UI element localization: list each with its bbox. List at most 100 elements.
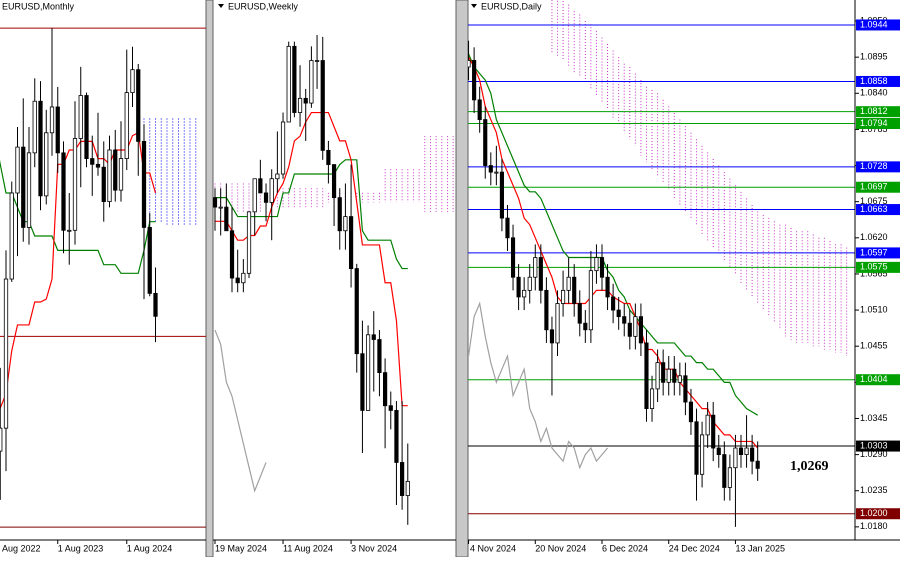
candle-body	[655, 362, 660, 390]
candle-body	[477, 99, 482, 120]
candle-body	[280, 121, 286, 175]
y-tick-label: 1.0235	[860, 485, 888, 495]
candle-body	[246, 211, 252, 274]
panel	[0, 27, 206, 528]
candle-body	[544, 289, 549, 331]
candle-body	[505, 217, 510, 239]
candle-body	[549, 329, 555, 344]
level-label-bg	[856, 161, 900, 173]
x-tick-label: 19 May 2024	[215, 543, 267, 553]
candle-body	[360, 353, 365, 411]
level-label-bg	[856, 440, 900, 452]
price-annotation: 1,0269	[790, 459, 829, 474]
candle-body	[252, 178, 257, 213]
candle-body	[611, 296, 616, 311]
candle-body	[90, 158, 95, 165]
candle-body	[400, 462, 405, 496]
x-tick-label: 13 Jan 2025	[735, 543, 785, 553]
x-tick-label: 20 Nov 2024	[535, 543, 586, 553]
candle-body	[241, 272, 246, 284]
candle-body	[533, 257, 538, 278]
x-tick-label: 11 Aug 2024	[283, 543, 333, 553]
candle-body	[666, 368, 671, 383]
level-label: 1.0858	[860, 76, 888, 86]
candle-body	[683, 375, 688, 403]
panels	[0, 0, 855, 528]
candle-body	[566, 276, 571, 291]
panel-separator	[205, 0, 214, 558]
candle-body	[627, 322, 632, 337]
candle-body	[577, 303, 582, 324]
level-label: 1.0404	[860, 374, 888, 384]
candle-body	[61, 152, 66, 231]
panel-title: EURUSD,Monthly	[2, 1, 75, 11]
candle-body	[78, 95, 83, 139]
candle-body	[55, 106, 60, 154]
level-label: 1.0597	[860, 247, 888, 257]
candle-body	[3, 278, 9, 429]
candle-body	[705, 414, 710, 436]
candle-body	[572, 276, 577, 304]
candle-body	[15, 146, 20, 194]
candle-body	[38, 100, 43, 197]
candle-body	[101, 166, 106, 203]
level-label-bg	[856, 118, 900, 130]
candle-body	[107, 149, 112, 203]
y-tick-label: 1.0620	[860, 232, 888, 242]
candle-body	[0, 427, 3, 452]
candle-body	[738, 447, 744, 455]
candle-body	[605, 276, 610, 298]
candle-body	[292, 45, 297, 113]
candle-body	[314, 60, 320, 62]
x-tick-label: 6 Dec 2024	[602, 543, 648, 553]
title-marker	[218, 4, 224, 8]
lagging-line	[214, 329, 267, 493]
candle-body	[365, 334, 371, 411]
level-label-bg	[856, 181, 900, 193]
panel-title: EURUSD,Daily	[481, 1, 542, 11]
candle-body	[72, 138, 78, 231]
candle-body	[583, 322, 588, 331]
candle-body	[331, 164, 337, 199]
y-tick-label: 1.0510	[860, 304, 888, 314]
candle-body	[49, 106, 55, 134]
candle-body	[483, 119, 488, 166]
level-label: 1.0794	[860, 118, 888, 128]
candle-body	[561, 289, 566, 304]
candle-body	[9, 192, 14, 280]
level-label: 1.0575	[860, 262, 888, 272]
candle-body	[588, 270, 593, 331]
y-tick-label: 1.0565	[860, 268, 888, 278]
candle-body	[263, 192, 269, 203]
candle-body	[499, 171, 504, 219]
candle-body	[354, 268, 359, 355]
level-label: 1.0944	[860, 19, 888, 29]
x-tick-label: 4 Nov 2024	[470, 543, 516, 553]
candle-body	[32, 100, 37, 154]
candle-body	[320, 60, 325, 151]
x-tick-label: 24 Dec 2024	[669, 543, 720, 553]
panel-title: EURUSD,Weekly	[228, 1, 298, 11]
kijun-line	[468, 51, 758, 416]
candle-body	[286, 45, 291, 123]
tenkan-line	[468, 56, 759, 449]
candle-body	[130, 69, 135, 94]
candle-body	[468, 60, 471, 68]
candle-body	[677, 375, 682, 383]
candle-body	[26, 152, 32, 228]
candle-body	[616, 309, 621, 318]
level-label: 1.0663	[860, 204, 888, 214]
candle-body	[700, 434, 705, 475]
candle-body	[516, 276, 521, 298]
panel	[213, 34, 454, 525]
candle-body	[538, 257, 543, 291]
candle-body	[377, 339, 382, 374]
candle-body	[622, 316, 627, 324]
candle-body	[124, 92, 129, 159]
candle-body	[744, 447, 749, 455]
candle-body	[711, 414, 716, 449]
candle-body	[750, 447, 755, 462]
x-tick-label: 3 Nov 2024	[351, 543, 397, 553]
